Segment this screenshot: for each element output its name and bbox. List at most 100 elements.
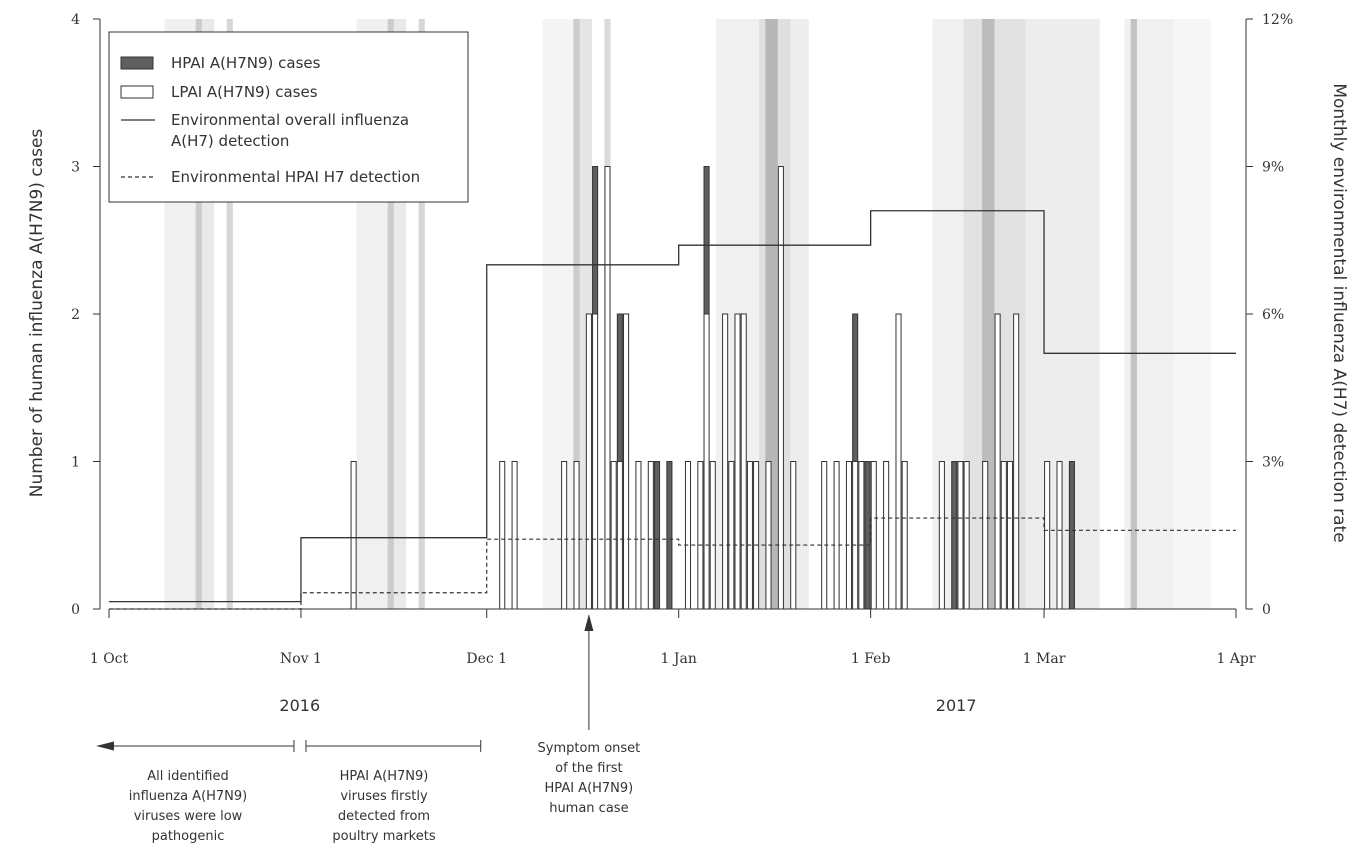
background-band-8 bbox=[542, 19, 574, 609]
background-bands bbox=[164, 19, 1212, 609]
hpai-bar-9 bbox=[616, 313, 623, 462]
legend-box bbox=[108, 31, 469, 203]
first-case-arrow-head bbox=[584, 614, 594, 631]
lpai-bar-1 bbox=[499, 461, 506, 610]
lpai-bar-15 bbox=[684, 461, 692, 610]
x-tick-label-0: 1 Oct bbox=[90, 651, 129, 667]
first-case-note-line-0: Symptom onset bbox=[538, 741, 641, 756]
overall-detection-line bbox=[109, 210, 1236, 603]
hpai-bar-31 bbox=[852, 313, 859, 462]
hpai-bar-49 bbox=[1068, 461, 1075, 610]
lpai-bar-18 bbox=[709, 461, 716, 610]
lpai-bar-29 bbox=[833, 461, 840, 610]
y-left-tick-label-0: 0 bbox=[71, 602, 80, 618]
lpai-bar-30 bbox=[845, 461, 853, 610]
lpai-bar-0 bbox=[350, 461, 357, 610]
background-band-20 bbox=[1124, 19, 1175, 609]
legend-overall-label-2: A(H7) detection bbox=[171, 132, 289, 150]
lpai-bar-9 bbox=[616, 461, 623, 610]
hpai-bar-13 bbox=[653, 461, 661, 610]
y-right-tick-label-1: 3% bbox=[1262, 455, 1284, 471]
lpai-bar-47 bbox=[1044, 461, 1051, 610]
case-bars bbox=[350, 166, 1075, 610]
lpai-bar-35 bbox=[883, 461, 890, 610]
legend-lpai-label: LPAI A(H7N9) cases bbox=[171, 83, 318, 101]
first-case-note-line-1: of the first bbox=[555, 761, 623, 776]
detection-lines bbox=[109, 210, 1236, 610]
period1-note-line-2: viruses were low bbox=[134, 809, 243, 824]
lpai-bar-36 bbox=[895, 313, 902, 610]
lpai-bar-26 bbox=[777, 166, 784, 610]
lpai-bar-8 bbox=[610, 461, 617, 610]
y-left-tick-label-1: 1 bbox=[71, 455, 80, 471]
legend: HPAI A(H7N9) cases LPAI A(H7N9) cases En… bbox=[108, 31, 469, 203]
lpai-bar-44 bbox=[1000, 461, 1007, 610]
hpai-detection-line bbox=[109, 517, 1236, 610]
legend-overall-label-1: Environmental overall influenza bbox=[171, 111, 409, 129]
background-band-3 bbox=[226, 19, 233, 609]
lpai-bar-32 bbox=[858, 461, 865, 610]
period1-note-line-0: All identified bbox=[147, 769, 229, 784]
year-label-1: 2017 bbox=[936, 696, 977, 715]
period2-note-line-0: HPAI A(H7N9) bbox=[340, 769, 429, 784]
lpai-bar-24 bbox=[753, 461, 760, 610]
background-band-9 bbox=[573, 19, 580, 609]
hpai-bar-6 bbox=[592, 166, 599, 315]
lpai-bar-31 bbox=[852, 461, 859, 610]
background-band-19 bbox=[1025, 19, 1100, 609]
lpai-bar-25 bbox=[765, 461, 772, 610]
lpai-bar-19 bbox=[722, 313, 729, 610]
first-case-note-line-3: human case bbox=[549, 801, 628, 816]
background-band-7 bbox=[418, 19, 425, 609]
legend-hpai-swatch bbox=[120, 56, 154, 70]
legend-lpai-swatch bbox=[120, 85, 154, 99]
lpai-bar-6 bbox=[592, 313, 599, 610]
period2-note-line-3: poultry markets bbox=[332, 829, 435, 844]
period1-note-line-1: influenza A(H7N9) bbox=[129, 789, 248, 804]
lpai-bar-41 bbox=[963, 461, 970, 610]
y-left-tick-label-4: 4 bbox=[71, 12, 80, 28]
x-tick-label-2: Dec 1 bbox=[466, 651, 507, 667]
x-tick-label-6: 1 Apr bbox=[1216, 651, 1255, 667]
annotations: Symptom onset of the first HPAI A(H7N9) hum… bbox=[96, 614, 640, 844]
hpai-bar-33 bbox=[864, 461, 871, 610]
lpai-bar-4 bbox=[573, 461, 580, 610]
lpai-bar-37 bbox=[901, 461, 908, 610]
lpai-bar-48 bbox=[1056, 461, 1063, 610]
lpai-bar-40 bbox=[957, 461, 964, 610]
first-case-note-line-2: HPAI A(H7N9) bbox=[545, 781, 634, 796]
axes: Number of human influenza A(H7N9) cases … bbox=[27, 12, 1349, 715]
lpai-bar-10 bbox=[623, 313, 630, 610]
y-left-tick-label-3: 3 bbox=[71, 160, 80, 176]
y-left-axis-title: Number of human influenza A(H7N9) cases bbox=[27, 129, 47, 498]
lpai-bar-3 bbox=[561, 461, 568, 610]
lpai-bar-28 bbox=[821, 461, 828, 610]
background-band-13 bbox=[759, 19, 791, 609]
x-tick-label-1: Nov 1 bbox=[280, 651, 322, 667]
period2-note-line-1: viruses firstly bbox=[340, 789, 428, 804]
background-band-1 bbox=[195, 19, 202, 609]
period1-arrow-head bbox=[96, 741, 114, 751]
lpai-bar-7 bbox=[604, 166, 611, 610]
y-right-tick-label-2: 6% bbox=[1262, 307, 1284, 323]
lpai-bar-46 bbox=[1013, 313, 1020, 610]
x-tick-label-3: 1 Jan bbox=[661, 651, 697, 667]
y-left-tick-label-2: 2 bbox=[71, 307, 80, 323]
lpai-bar-43 bbox=[994, 313, 1001, 610]
hpai-bar-14 bbox=[666, 461, 673, 610]
lpai-bar-12 bbox=[647, 461, 654, 610]
year-label-0: 2016 bbox=[279, 696, 320, 715]
lpai-bar-17 bbox=[703, 313, 710, 610]
y-right-tick-label-3: 9% bbox=[1262, 160, 1284, 176]
y-right-axis-title: Monthly environmental influenza A(H7) de… bbox=[1329, 83, 1349, 542]
background-band-5 bbox=[387, 19, 394, 609]
lpai-bar-34 bbox=[870, 461, 877, 610]
hpai-bar-17 bbox=[703, 166, 710, 315]
period1-note-line-3: pathogenic bbox=[152, 829, 225, 844]
lpai-bar-22 bbox=[740, 313, 747, 610]
lpai-bar-45 bbox=[1006, 461, 1014, 610]
period2-note-line-2: detected from bbox=[338, 809, 430, 824]
lpai-bar-42 bbox=[982, 461, 989, 610]
x-tick-label-5: 1 Mar bbox=[1023, 651, 1066, 667]
legend-hpai-label: HPAI A(H7N9) cases bbox=[171, 54, 321, 72]
